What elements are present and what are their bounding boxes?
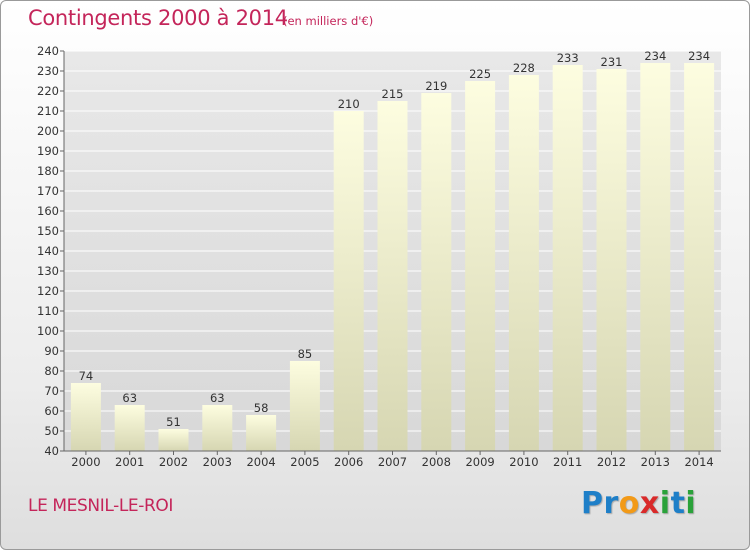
data-label-2000: 74 xyxy=(79,369,94,383)
bar-2009 xyxy=(465,81,496,451)
bar-2001 xyxy=(114,405,145,451)
bar-2005 xyxy=(289,361,320,451)
y-tick-label: 40 xyxy=(44,444,59,458)
data-label-2008: 219 xyxy=(425,79,447,93)
commune-name: LE MESNIL-LE-ROI xyxy=(28,496,174,516)
y-tick-label: 150 xyxy=(37,224,59,238)
x-tick-label-2010: 2010 xyxy=(509,455,538,469)
bar-2013 xyxy=(640,63,671,451)
y-tick-label: 130 xyxy=(37,264,59,278)
y-tick-label: 110 xyxy=(37,304,59,318)
x-tick-label-2011: 2011 xyxy=(553,455,582,469)
bars xyxy=(70,63,715,451)
y-tick-label: 140 xyxy=(37,244,59,258)
y-tick-label: 220 xyxy=(37,84,59,98)
bar-2010 xyxy=(508,75,539,451)
y-tick-label: 180 xyxy=(37,164,59,178)
x-tick-label-2005: 2005 xyxy=(290,455,319,469)
bar-2012 xyxy=(596,69,627,451)
data-label-2013: 234 xyxy=(644,49,666,63)
y-tick-label: 210 xyxy=(37,104,59,118)
x-tick-label-2013: 2013 xyxy=(641,455,670,469)
chart-title: Contingents 2000 à 2014 xyxy=(28,6,288,30)
y-tick-label: 190 xyxy=(37,144,59,158)
data-label-2010: 228 xyxy=(513,61,535,75)
bar-2008 xyxy=(421,93,452,451)
bar-2000 xyxy=(70,383,101,451)
x-tick-label-2008: 2008 xyxy=(422,455,451,469)
logo-letter: i xyxy=(685,486,697,521)
data-label-2002: 51 xyxy=(166,415,181,429)
bar-2006 xyxy=(333,111,364,451)
bar-2011 xyxy=(552,65,583,451)
x-axis-ticks: 2000 2001 2002 2003 2004 2005 2006 2007 2008 2009… xyxy=(71,451,714,469)
x-tick-label-2012: 2012 xyxy=(597,455,626,469)
data-label-2011: 233 xyxy=(557,51,579,65)
proxiti-logo: Proxiti xyxy=(581,486,696,521)
x-tick-label-2000: 2000 xyxy=(71,455,100,469)
logo-letter: t xyxy=(670,486,686,521)
data-label-2007: 215 xyxy=(382,87,404,101)
logo-letter: o xyxy=(618,486,640,521)
logo-letter: x xyxy=(639,486,660,521)
bar-2004 xyxy=(246,415,277,451)
data-label-2009: 225 xyxy=(469,67,491,81)
y-tick-label: 160 xyxy=(37,204,59,218)
y-tick-label: 230 xyxy=(37,64,59,78)
logo-letter: r xyxy=(603,486,619,521)
data-label-2001: 63 xyxy=(122,391,137,405)
logo-letter: i xyxy=(659,486,671,521)
x-tick-label-2001: 2001 xyxy=(115,455,144,469)
data-labels: 74 63 51 63 58 85 210 215 219 225 228 233 231 234 234 xyxy=(79,49,710,429)
data-label-2006: 210 xyxy=(338,97,360,111)
y-tick-label: 240 xyxy=(37,44,59,58)
data-label-2014: 234 xyxy=(688,49,710,63)
bar-2002 xyxy=(158,429,189,451)
bar-2003 xyxy=(202,405,233,451)
y-tick-label: 90 xyxy=(44,344,59,358)
chart-subtitle: (en milliers d'€) xyxy=(283,14,374,28)
bar-2007 xyxy=(377,101,408,451)
x-tick-label-2003: 2003 xyxy=(203,455,232,469)
x-tick-label-2014: 2014 xyxy=(684,455,713,469)
bar-2014 xyxy=(684,63,715,451)
y-axis-ticks: 40 50 60 70 80 90 100 110 120 130 140 150 160 170 180 1… xyxy=(37,44,721,458)
logo-letter: P xyxy=(581,486,604,521)
y-tick-label: 60 xyxy=(44,404,59,418)
data-label-2012: 231 xyxy=(601,55,623,69)
x-tick-label-2009: 2009 xyxy=(465,455,494,469)
y-tick-label: 70 xyxy=(44,384,59,398)
y-tick-label: 100 xyxy=(37,324,59,338)
data-label-2005: 85 xyxy=(298,347,313,361)
x-tick-label-2004: 2004 xyxy=(246,455,275,469)
y-tick-label: 170 xyxy=(37,184,59,198)
x-tick-label-2007: 2007 xyxy=(378,455,407,469)
data-label-2003: 63 xyxy=(210,391,225,405)
data-label-2004: 58 xyxy=(254,401,269,415)
y-tick-label: 120 xyxy=(37,284,59,298)
x-tick-label-2002: 2002 xyxy=(159,455,188,469)
y-tick-label: 80 xyxy=(44,364,59,378)
y-tick-label: 200 xyxy=(37,124,59,138)
x-tick-label-2006: 2006 xyxy=(334,455,363,469)
y-tick-label: 50 xyxy=(44,424,59,438)
